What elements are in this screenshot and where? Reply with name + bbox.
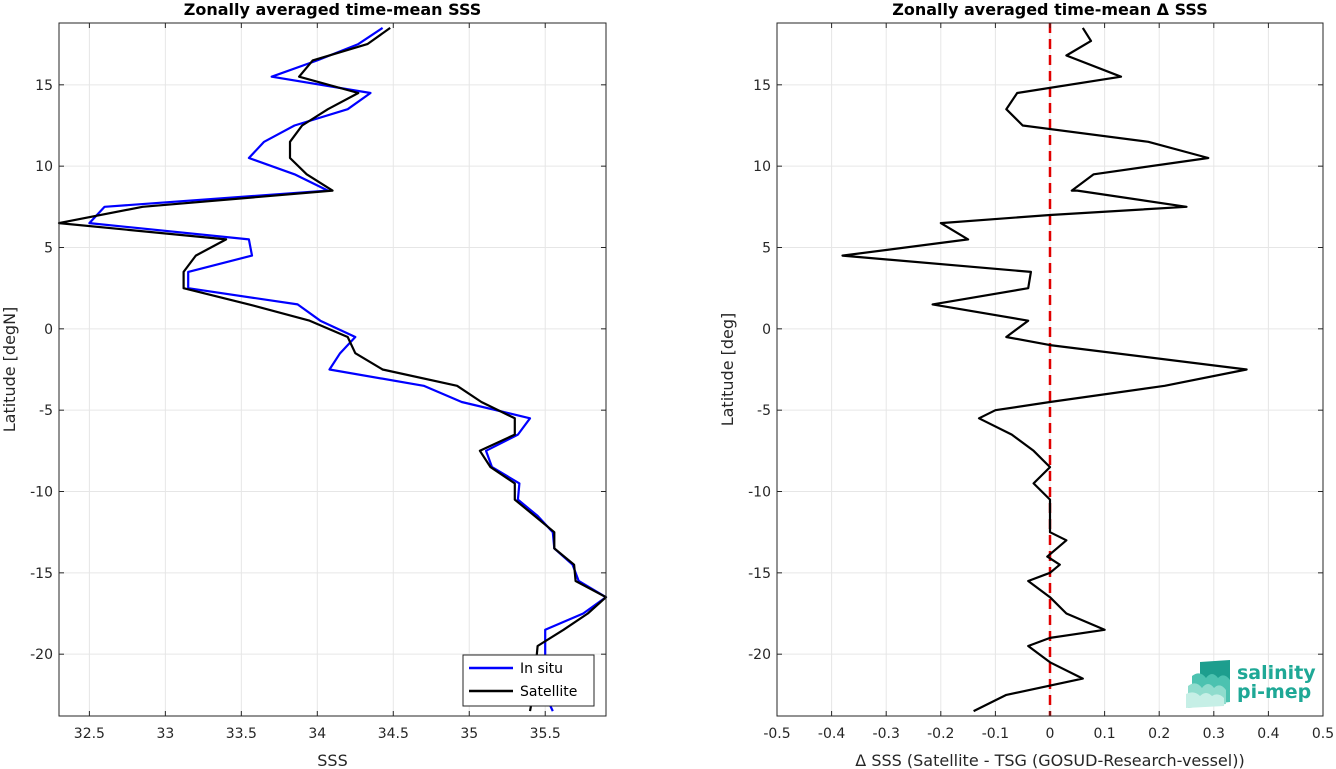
- right-series-group: [841, 27, 1248, 713]
- right-x-tick-label: -0.2: [927, 726, 954, 742]
- logo-wave-icon: [1186, 660, 1230, 708]
- right-x-tick-label: 0.4: [1257, 726, 1279, 742]
- logo-text-salinity: salinity: [1237, 662, 1316, 684]
- left-y-tick-label: 15: [35, 78, 53, 94]
- right-y-tick-label: 10: [753, 159, 771, 175]
- right-x-tick-label: -0.3: [873, 726, 900, 742]
- left-y-axis-label: Latitude [degN]: [0, 307, 19, 433]
- right-x-tick-label: -0.4: [818, 726, 845, 742]
- right-y-tick-label: 0: [762, 322, 771, 338]
- right-y-tick-label: 5: [762, 240, 771, 256]
- left-panel: 32.5 33 33.5 34 34.5 35 35.5-20-15-10-5051015 …: [0, 0, 608, 769]
- right-x-tick-label: 0.1: [1093, 726, 1115, 742]
- left-y-tick-label: -5: [39, 403, 53, 419]
- salinity-pimep-logo: salinity pi-mep: [1186, 660, 1316, 708]
- left-ticks: 32.5 33 33.5 34 34.5 35 35.5 -20 -15 -10 -5 0 5 10 15: [30, 23, 606, 742]
- right-ticks: -0.5 -0.4 -0.3 -0.2 -0.1 0 0.1 0.2 0.3 0.4 0.5 -20 -…: [748, 23, 1334, 742]
- right-x-tick-label: -0.5: [763, 726, 790, 742]
- left-x-tick-label: 34: [308, 726, 326, 742]
- left-legend: In situ Satellite: [462, 654, 595, 707]
- legend-box: [462, 654, 595, 707]
- left-x-tick-label: 35.5: [530, 726, 561, 742]
- logo-text-pimep: pi-mep: [1237, 681, 1311, 703]
- right-panel: -0.5 -0.4 -0.3 -0.2 -0.1 0 0.1 0.2 0.3 0.4 0.5 -20 -…: [718, 0, 1334, 769]
- left-chart-title: Zonally averaged time-mean SSS: [184, 0, 482, 19]
- right-y-axis-label: Latitude [deg]: [718, 313, 737, 427]
- right-y-tick-label: -10: [748, 485, 771, 501]
- left-x-tick-label: 34.5: [378, 726, 409, 742]
- left-y-tick-label: -15: [30, 566, 53, 582]
- legend-label-satellite: Satellite: [520, 684, 577, 700]
- right-y-tick-label: 15: [753, 78, 771, 94]
- left-x-tick-label: 33: [156, 726, 174, 742]
- left-y-tick-label: -20: [30, 647, 53, 663]
- legend-label-in-situ: In situ: [520, 661, 563, 677]
- left-x-axis-label: SSS: [317, 751, 347, 769]
- right-x-tick-label: 0.2: [1148, 726, 1170, 742]
- right-y-tick-label: -15: [748, 566, 771, 582]
- right-y-tick-label: -20: [748, 647, 771, 663]
- right-x-tick-label: 0.3: [1203, 726, 1225, 742]
- right-x-tick-label: 0: [1046, 726, 1055, 742]
- right-series-line-0: [841, 27, 1248, 713]
- right-chart-title: Zonally averaged time-mean Δ SSS: [892, 0, 1208, 19]
- left-x-tick-label: 32.5: [74, 726, 105, 742]
- left-axes-frame: [58, 22, 607, 717]
- left-x-tick-label: 33.5: [226, 726, 257, 742]
- right-x-tick-label: -0.1: [982, 726, 1009, 742]
- left-y-tick-label: 10: [35, 159, 53, 175]
- left-y-tick-label: 0: [44, 322, 53, 338]
- right-x-axis-label: Δ SSS (Satellite - TSG (GOSUD-Research-v…: [855, 751, 1244, 769]
- right-x-tick-label: 0.5: [1312, 726, 1334, 742]
- left-x-tick-label: 35: [460, 726, 478, 742]
- left-y-tick-label: 5: [44, 240, 53, 256]
- right-y-tick-label: -5: [757, 403, 771, 419]
- left-y-tick-label: -10: [30, 485, 53, 501]
